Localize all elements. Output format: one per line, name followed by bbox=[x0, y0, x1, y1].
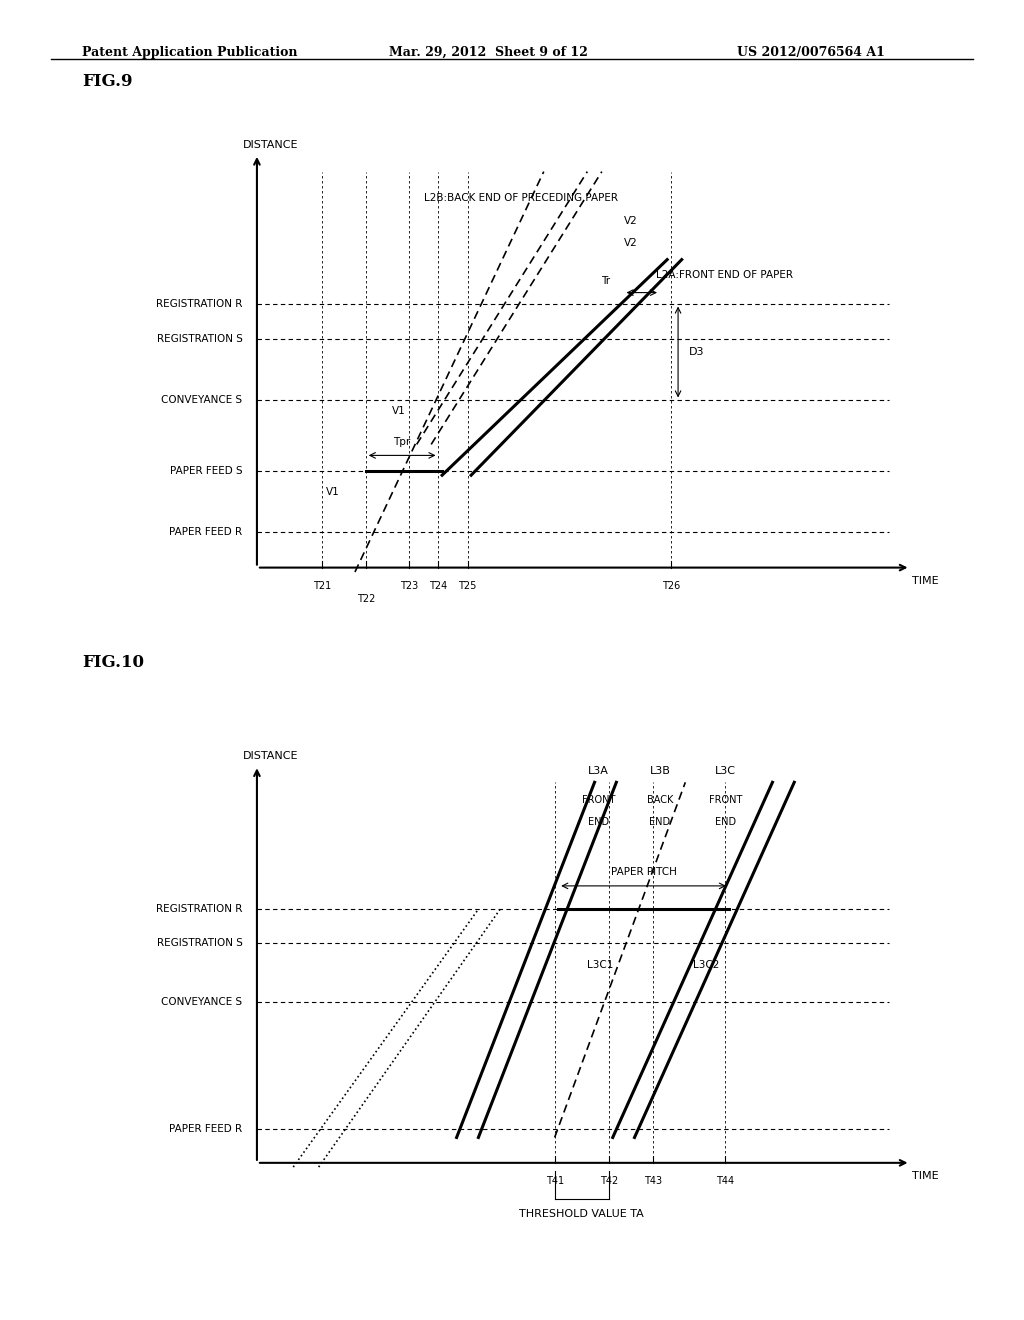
Text: END: END bbox=[588, 817, 608, 826]
Text: T41: T41 bbox=[546, 1176, 563, 1185]
Text: L3C1: L3C1 bbox=[588, 961, 613, 970]
Text: REGISTRATION S: REGISTRATION S bbox=[157, 939, 243, 948]
Text: FRONT: FRONT bbox=[709, 796, 742, 805]
Text: V1: V1 bbox=[326, 487, 340, 498]
Text: L3C2: L3C2 bbox=[692, 961, 719, 970]
Text: D3: D3 bbox=[689, 347, 705, 356]
Text: FRONT: FRONT bbox=[582, 796, 614, 805]
Text: L2A:FRONT END OF PAPER: L2A:FRONT END OF PAPER bbox=[656, 271, 794, 280]
Text: T21: T21 bbox=[313, 581, 332, 591]
Text: V1: V1 bbox=[392, 405, 406, 416]
Text: DISTANCE: DISTANCE bbox=[243, 751, 298, 762]
Text: REGISTRATION S: REGISTRATION S bbox=[157, 334, 243, 343]
Text: DISTANCE: DISTANCE bbox=[243, 140, 298, 149]
Text: CONVEYANCE S: CONVEYANCE S bbox=[162, 396, 243, 405]
Text: CONVEYANCE S: CONVEYANCE S bbox=[162, 997, 243, 1007]
Text: BACK: BACK bbox=[647, 796, 673, 805]
Text: T44: T44 bbox=[716, 1176, 734, 1185]
Text: T23: T23 bbox=[400, 581, 419, 591]
Text: L3C: L3C bbox=[715, 766, 736, 776]
Text: PAPER FEED R: PAPER FEED R bbox=[169, 528, 243, 537]
Text: Tr: Tr bbox=[601, 276, 610, 286]
Text: T26: T26 bbox=[662, 581, 680, 591]
Text: US 2012/0076564 A1: US 2012/0076564 A1 bbox=[737, 46, 885, 59]
Text: FIG.10: FIG.10 bbox=[82, 653, 144, 671]
Text: REGISTRATION R: REGISTRATION R bbox=[156, 904, 243, 915]
Text: L3B: L3B bbox=[649, 766, 671, 776]
Text: END: END bbox=[715, 817, 736, 826]
Text: FIG.9: FIG.9 bbox=[82, 73, 132, 90]
Text: L3A: L3A bbox=[588, 766, 608, 776]
Text: PAPER FEED S: PAPER FEED S bbox=[170, 466, 243, 475]
Text: Patent Application Publication: Patent Application Publication bbox=[82, 46, 297, 59]
Text: T24: T24 bbox=[429, 581, 447, 591]
Text: V2: V2 bbox=[624, 239, 637, 248]
Text: Mar. 29, 2012  Sheet 9 of 12: Mar. 29, 2012 Sheet 9 of 12 bbox=[389, 46, 588, 59]
Text: Tpr: Tpr bbox=[393, 437, 411, 446]
Text: V2: V2 bbox=[624, 216, 637, 227]
Text: END: END bbox=[649, 817, 671, 826]
Text: THRESHOLD VALUE TA: THRESHOLD VALUE TA bbox=[519, 1209, 644, 1220]
Text: T43: T43 bbox=[644, 1176, 662, 1185]
Text: TIME: TIME bbox=[911, 1171, 938, 1181]
Text: PAPER FEED R: PAPER FEED R bbox=[169, 1125, 243, 1134]
Text: L2B:BACK END OF PRECEDING PAPER: L2B:BACK END OF PRECEDING PAPER bbox=[424, 193, 617, 203]
Text: T25: T25 bbox=[459, 581, 477, 591]
Text: T22: T22 bbox=[356, 594, 375, 605]
Text: T42: T42 bbox=[600, 1176, 618, 1185]
Text: TIME: TIME bbox=[911, 577, 938, 586]
Text: REGISTRATION R: REGISTRATION R bbox=[156, 298, 243, 309]
Text: PAPER PITCH: PAPER PITCH bbox=[610, 867, 677, 878]
